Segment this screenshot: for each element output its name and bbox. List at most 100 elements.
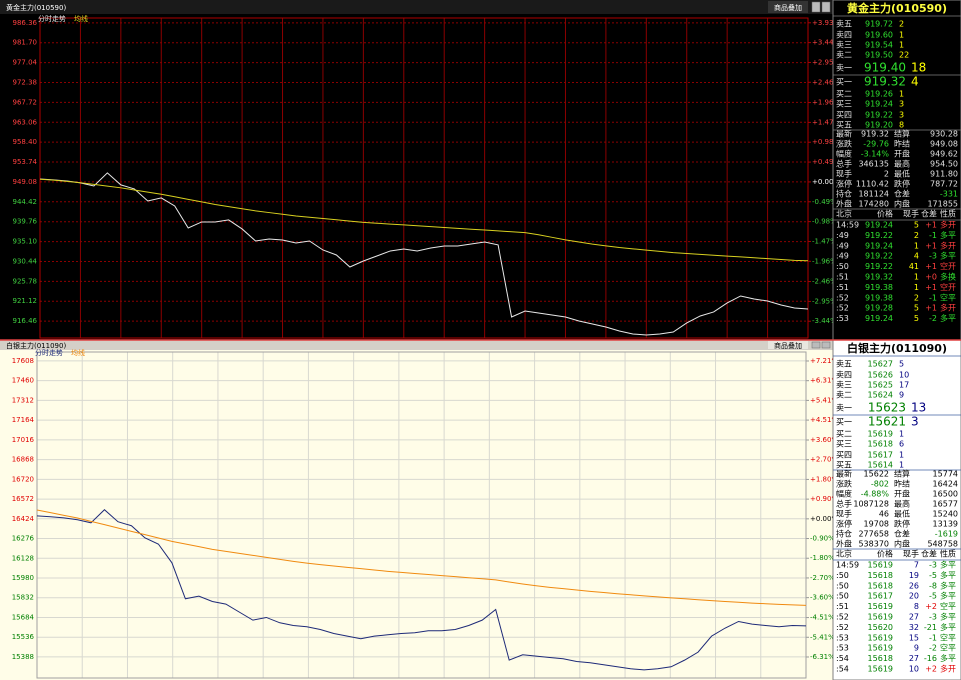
tick-cell: 9 xyxy=(914,644,919,653)
tick-cell: -3 xyxy=(929,561,937,570)
chart-background xyxy=(0,340,833,680)
stat-label: 最新 xyxy=(836,469,852,479)
tick-cell: -3 xyxy=(929,252,937,261)
stat-label: 内盘 xyxy=(894,199,910,209)
tick-cell: :49 xyxy=(836,241,849,250)
tick-cell: 919.24 xyxy=(865,241,893,250)
book-volume: 1 xyxy=(899,461,904,470)
overlay-button-bg[interactable] xyxy=(768,1,808,13)
tick-cell: :53 xyxy=(836,314,849,323)
tick-cell: 多开 xyxy=(940,220,956,230)
y2-tick-label: +3.44% xyxy=(812,39,840,47)
window-button[interactable] xyxy=(821,341,831,349)
y-tick-label: 930.44 xyxy=(13,257,38,265)
stat-label: 最高 xyxy=(894,499,910,509)
book-volume: 1 xyxy=(899,41,904,50)
stat-label: 涨停 xyxy=(836,179,852,189)
tick-cell: 多开 xyxy=(940,664,956,674)
y-tick-label: 981.70 xyxy=(13,39,38,47)
book-volume: 17 xyxy=(899,381,909,390)
y2-tick-label: -0.49% xyxy=(812,198,837,206)
y-tick-label: 949.08 xyxy=(13,178,38,186)
y2-tick-label: -1.47% xyxy=(812,237,837,245)
tick-cell: 919.38 xyxy=(865,293,893,302)
book-label: 卖二 xyxy=(836,391,852,400)
tick-cell: 26 xyxy=(909,581,919,590)
tick-cell: :51 xyxy=(836,283,849,292)
tick-cell: :52 xyxy=(836,304,849,313)
stat-label: 幅度 xyxy=(836,149,852,159)
window-button[interactable] xyxy=(821,1,831,13)
tick-cell: 2 xyxy=(914,231,919,240)
window-button[interactable] xyxy=(811,341,821,349)
y2-tick-label: +4.51% xyxy=(810,416,838,424)
tick-cell: 空开 xyxy=(940,261,956,271)
y2-tick-label: -0.98% xyxy=(812,218,837,226)
tick-cell: -5 xyxy=(929,592,937,601)
book-price: 15617 xyxy=(868,451,893,460)
tick-cell: +2 xyxy=(925,602,937,611)
book-volume: 13 xyxy=(911,401,926,415)
stat-label: 外盘 xyxy=(836,199,852,209)
stat-label: 现手 xyxy=(836,509,852,519)
tick-cell: :50 xyxy=(836,592,849,601)
stat-label: 最新 xyxy=(836,129,852,139)
stat-label: 最高 xyxy=(894,159,910,169)
tick-cell: 多平 xyxy=(940,622,956,632)
stat-value: -802 xyxy=(871,480,889,489)
tick-cell: -16 xyxy=(924,654,937,663)
stat-label: 昨结 xyxy=(894,139,910,149)
overlay-button[interactable]: 商品叠加 xyxy=(774,3,802,12)
tick-cell: 15 xyxy=(909,633,919,642)
legend-label: 分时走势 xyxy=(38,14,66,23)
stat-value: 911.80 xyxy=(930,170,958,179)
ticks-header: 性质 xyxy=(940,549,956,559)
window-button[interactable] xyxy=(811,1,821,13)
panel-title: 黄金主力(010590) xyxy=(847,1,947,15)
stat-value: 171855 xyxy=(927,200,958,209)
tick-cell: 2 xyxy=(914,293,919,302)
stat-label: 仓差 xyxy=(894,529,910,539)
chart-title: 黄金主力(010590) xyxy=(6,3,66,12)
y2-tick-label: -3.44% xyxy=(812,317,837,325)
plot-border xyxy=(39,17,809,339)
tick-cell: :50 xyxy=(836,571,849,580)
stat-value: 16424 xyxy=(933,480,958,489)
tick-cell: -2 xyxy=(929,314,937,323)
panel-title: 白银主力(011090) xyxy=(847,341,947,355)
stat-label: 跌停 xyxy=(894,519,910,529)
overlay-button[interactable]: 商品叠加 xyxy=(774,341,802,350)
book-price: 15623 xyxy=(868,401,906,415)
overlay-button-bg[interactable] xyxy=(768,341,808,349)
y2-tick-label: +0.00% xyxy=(810,515,838,523)
y2-tick-label: -3.60% xyxy=(810,594,835,602)
y-tick-label: 17016 xyxy=(12,436,35,444)
book-volume: 6 xyxy=(899,440,904,449)
y-tick-label: 916.46 xyxy=(13,317,38,325)
tick-cell: 14:59 xyxy=(836,561,859,570)
book-label: 买五 xyxy=(836,461,852,470)
stat-value: 1110.42 xyxy=(856,180,889,189)
y-tick-label: 15980 xyxy=(12,574,34,582)
y-tick-label: 944.42 xyxy=(13,198,38,206)
tick-cell: 32 xyxy=(909,623,919,632)
book-price: 919.60 xyxy=(865,31,893,40)
tick-cell: +1 xyxy=(925,283,937,292)
chart-header xyxy=(0,0,833,14)
y-tick-label: 977.04 xyxy=(13,59,38,67)
ticks-header: 价格 xyxy=(877,549,893,559)
tick-cell: 8 xyxy=(914,602,919,611)
tick-cell: :50 xyxy=(836,262,849,271)
book-price: 919.32 xyxy=(864,75,906,89)
stat-label: 最低 xyxy=(894,509,910,519)
y-tick-label: 15684 xyxy=(12,613,35,621)
book-price: 919.22 xyxy=(865,111,893,120)
stat-label: 跌停 xyxy=(894,179,910,189)
book-price: 15625 xyxy=(868,381,893,390)
y2-tick-label: -1.80% xyxy=(810,554,835,562)
book-price: 15621 xyxy=(868,415,906,429)
tick-cell: 多平 xyxy=(940,580,956,590)
tick-cell: 多平 xyxy=(940,570,956,580)
stat-value: 15622 xyxy=(864,470,889,479)
tick-cell: 空开 xyxy=(940,282,956,292)
